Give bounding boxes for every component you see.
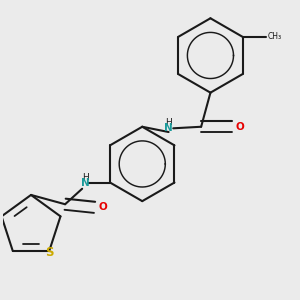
Text: O: O — [98, 202, 107, 212]
Text: H: H — [82, 173, 88, 182]
Text: CH₃: CH₃ — [267, 32, 282, 41]
Text: O: O — [236, 122, 244, 132]
Text: H: H — [165, 118, 172, 127]
Text: N: N — [164, 123, 173, 133]
Text: S: S — [45, 246, 53, 259]
Text: N: N — [81, 178, 90, 188]
